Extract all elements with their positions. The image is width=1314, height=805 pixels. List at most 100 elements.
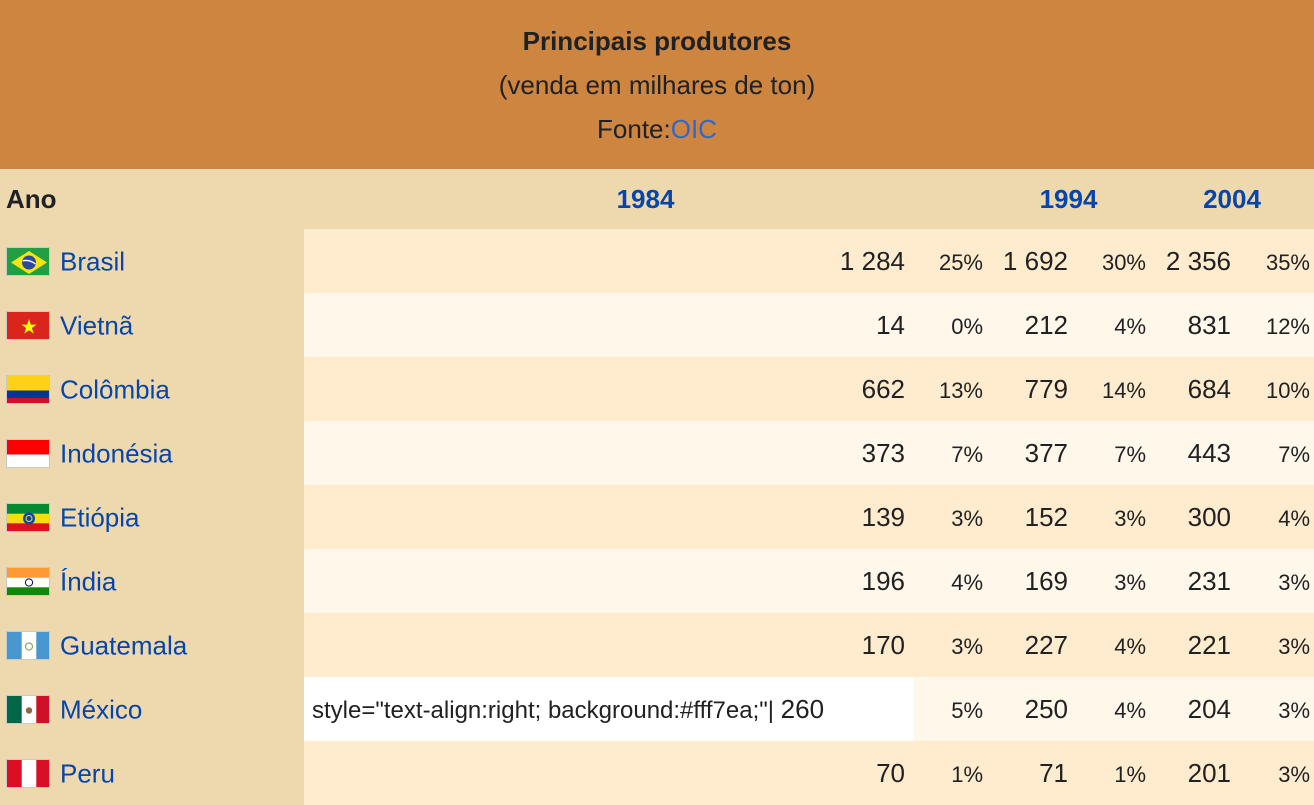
percent-1994: 1%	[1077, 741, 1150, 805]
value-1994: 227	[987, 613, 1077, 677]
percent-1984: 3%	[914, 613, 987, 677]
brazil-flag-icon	[6, 247, 50, 277]
percent-1984: 13%	[914, 357, 987, 421]
header-row: Ano 1984 1994 2004	[0, 169, 1314, 229]
ethiopia-flag-icon	[6, 503, 50, 533]
value-1984: 170	[304, 613, 914, 677]
value-1994: 169	[987, 549, 1077, 613]
table-row: Vietnã 14 0% 212 4% 831 12%	[0, 293, 1314, 357]
percent-2004: 7%	[1240, 421, 1314, 485]
percent-1994: 4%	[1077, 613, 1150, 677]
colombia-flag-icon	[6, 375, 50, 405]
raw-markup-text: style="text-align:right; background:#fff…	[312, 696, 774, 724]
mexico-flag-icon	[6, 695, 50, 725]
header-year-1984[interactable]: 1984	[304, 169, 987, 229]
source-link[interactable]: OIC	[670, 113, 717, 144]
percent-2004: 3%	[1240, 677, 1314, 741]
value-1984: 373	[304, 421, 914, 485]
percent-1994: 7%	[1077, 421, 1150, 485]
value-2004: 221	[1150, 613, 1240, 677]
percent-2004: 3%	[1240, 549, 1314, 613]
table-subtitle: (venda em milhares de ton)	[498, 69, 816, 100]
percent-1994: 14%	[1077, 357, 1150, 421]
country-link-indonesia[interactable]: Indonésia	[60, 438, 173, 469]
country-cell: México	[0, 677, 304, 741]
value-1994: 152	[987, 485, 1077, 549]
value-1984: 662	[304, 357, 914, 421]
percent-2004: 35%	[1240, 229, 1314, 293]
country-cell: Índia	[0, 549, 304, 613]
percent-1984: 0%	[914, 293, 987, 357]
percent-2004: 3%	[1240, 741, 1314, 805]
value-1994: 377	[987, 421, 1077, 485]
value-2004: 204	[1150, 677, 1240, 741]
table-row: Índia 196 4% 169 3% 231 3%	[0, 549, 1314, 613]
table-row: México style="text-align:right; backgrou…	[0, 677, 1314, 741]
percent-1984: 3%	[914, 485, 987, 549]
header-ano: Ano	[0, 169, 304, 229]
table-source: Fonte:OIC	[597, 107, 717, 151]
value-2004: 201	[1150, 741, 1240, 805]
country-cell: Brasil	[0, 229, 304, 293]
value-1984-number: 260	[780, 693, 825, 724]
country-cell: Vietnã	[0, 293, 304, 357]
percent-1994: 3%	[1077, 485, 1150, 549]
value-2004: 831	[1150, 293, 1240, 357]
table-row: Brasil 1 284 25% 1 692 30% 2 356 35%	[0, 229, 1314, 293]
percent-1994: 3%	[1077, 549, 1150, 613]
value-2004: 443	[1150, 421, 1240, 485]
table-row: Colômbia 662 13% 779 14% 684 10%	[0, 357, 1314, 421]
value-1984: 196	[304, 549, 914, 613]
country-link-guatemala[interactable]: Guatemala	[60, 630, 188, 661]
source-prefix: Fonte:	[597, 113, 671, 144]
peru-flag-icon	[6, 759, 50, 789]
vietnam-flag-icon	[6, 311, 50, 341]
indonesia-flag-icon	[6, 439, 50, 469]
country-cell: Guatemala	[0, 613, 304, 677]
percent-1994: 4%	[1077, 293, 1150, 357]
country-link-vietna[interactable]: Vietnã	[60, 310, 134, 341]
guatemala-flag-icon	[6, 631, 50, 661]
percent-2004: 4%	[1240, 485, 1314, 549]
header-year-2004[interactable]: 2004	[1150, 169, 1314, 229]
percent-1984: 1%	[914, 741, 987, 805]
value-1994: 250	[987, 677, 1077, 741]
country-link-brasil[interactable]: Brasil	[60, 246, 126, 277]
value-1984: 14	[304, 293, 914, 357]
header-year-1994[interactable]: 1994	[987, 169, 1150, 229]
percent-1984: 5%	[914, 677, 987, 741]
table-row: Guatemala 170 3% 227 4% 221 3%	[0, 613, 1314, 677]
country-link-mexico[interactable]: México	[60, 694, 143, 725]
percent-1984: 4%	[914, 549, 987, 613]
india-flag-icon	[6, 567, 50, 597]
value-2004: 231	[1150, 549, 1240, 613]
value-1984: 1 284	[304, 229, 914, 293]
value-1994: 71	[987, 741, 1077, 805]
producers-table: Ano 1984 1994 2004 Brasil 1 284 25% 1 69…	[0, 169, 1314, 805]
value-1994: 212	[987, 293, 1077, 357]
country-cell: Etiópia	[0, 485, 304, 549]
country-link-peru[interactable]: Peru	[60, 758, 115, 789]
table-row: Peru 70 1% 71 1% 201 3%	[0, 741, 1314, 805]
country-link-colombia[interactable]: Colômbia	[60, 374, 170, 405]
percent-1984: 25%	[914, 229, 987, 293]
percent-2004: 10%	[1240, 357, 1314, 421]
country-cell: Colômbia	[0, 357, 304, 421]
value-2004: 300	[1150, 485, 1240, 549]
percent-1984: 7%	[914, 421, 987, 485]
table-caption: Principais produtores (venda em milhares…	[0, 0, 1314, 169]
percent-2004: 12%	[1240, 293, 1314, 357]
country-link-etiopia[interactable]: Etiópia	[60, 502, 140, 533]
country-link-india[interactable]: Índia	[60, 566, 117, 597]
value-1984: 139	[304, 485, 914, 549]
value-1994: 1 692	[987, 229, 1077, 293]
percent-1994: 4%	[1077, 677, 1150, 741]
country-cell: Peru	[0, 741, 304, 805]
country-cell: Indonésia	[0, 421, 304, 485]
value-1984: style="text-align:right; background:#fff…	[304, 677, 914, 741]
value-1994: 779	[987, 357, 1077, 421]
table-title: Principais produtores	[522, 25, 792, 56]
value-2004: 684	[1150, 357, 1240, 421]
table-row: Indonésia 373 7% 377 7% 443 7%	[0, 421, 1314, 485]
percent-1994: 30%	[1077, 229, 1150, 293]
